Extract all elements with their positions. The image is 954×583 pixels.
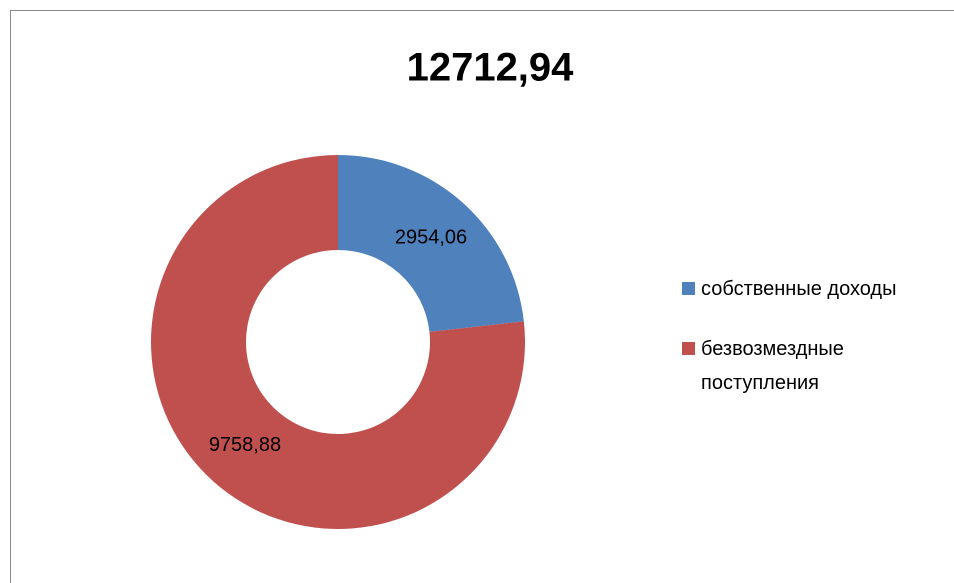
legend-item: собственные доходы (682, 272, 944, 306)
legend-item: безвозмездные поступления (682, 332, 944, 400)
data-label: 2954,06 (395, 226, 467, 248)
data-label: 9758,88 (209, 434, 281, 456)
donut-slice (338, 155, 524, 332)
chart-title: 12712,94 (407, 46, 575, 90)
donut-slice (151, 155, 525, 530)
legend-swatch (682, 282, 695, 295)
legend: собственные доходы безвозмездные поступле… (682, 272, 944, 426)
legend-label: собственные доходы (701, 278, 897, 300)
legend-label: безвозмездные поступления (701, 338, 844, 394)
legend-swatch (682, 342, 695, 355)
